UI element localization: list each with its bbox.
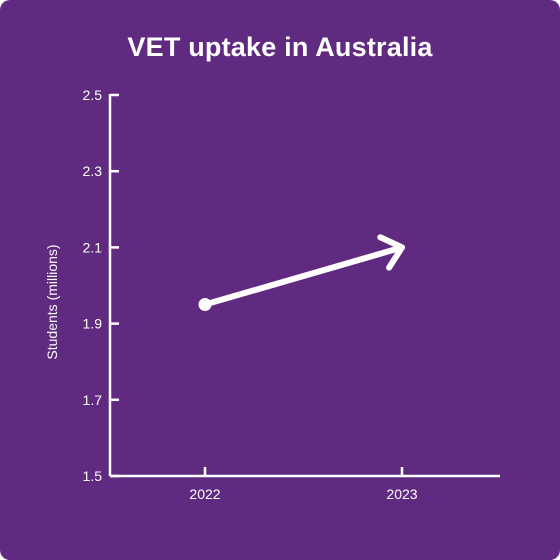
series-line (202, 244, 405, 308)
y-tick-label: 1.9 (83, 316, 103, 332)
start-point (198, 298, 212, 312)
y-tick-label: 2.1 (83, 239, 103, 255)
end-arrow-head (377, 234, 405, 271)
x-tick-label: 2023 (386, 486, 417, 502)
y-axis-title: Students (millions) (44, 244, 60, 359)
y-tick-label: 1.5 (83, 468, 103, 484)
y-tick-label: 2.3 (83, 163, 103, 179)
y-tick-label: 1.7 (83, 392, 103, 408)
x-tick-label: 2022 (189, 486, 220, 502)
chart-axes (108, 94, 500, 478)
x-ticks: 2022 2023 (189, 467, 418, 502)
series (198, 234, 405, 312)
y-tick-label: 2.5 (83, 87, 103, 103)
chart-title: VET uptake in Australia (127, 32, 433, 62)
y-ticks: 1.5 1.7 1.9 2.1 2.3 2.5 (83, 87, 119, 484)
